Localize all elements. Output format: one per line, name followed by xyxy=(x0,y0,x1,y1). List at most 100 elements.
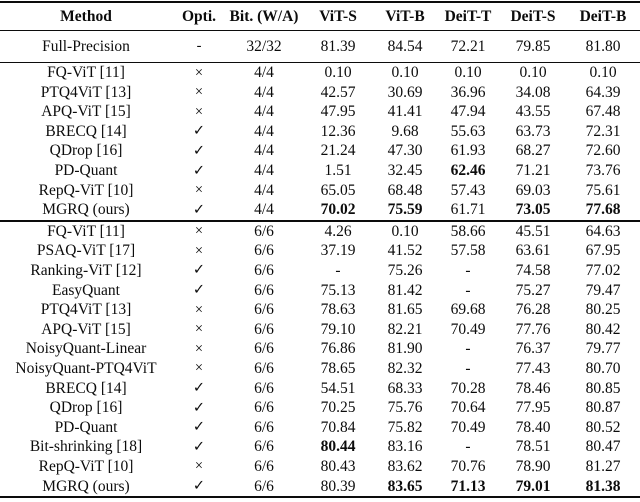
bit-cell: 6/6 xyxy=(254,281,274,299)
accuracy-cell: 81.42 xyxy=(387,281,423,299)
opti-cell: ✓ xyxy=(192,399,206,416)
method-cell: RepQ-ViT [10] xyxy=(38,457,134,475)
accuracy-cell: 12.36 xyxy=(320,122,356,140)
accuracy-cell: 70.64 xyxy=(450,399,486,417)
accuracy-cell: 78.90 xyxy=(515,457,551,475)
table-row: PD-Quant ✓ 6/6 70.84 75.82 70.49 78.40 80.52 xyxy=(0,418,640,438)
bit-cell: 6/6 xyxy=(254,242,274,260)
method-cell: PTQ4ViT [13] xyxy=(40,301,132,319)
bit-cell: 4/4 xyxy=(254,162,274,180)
accuracy-cell: 55.63 xyxy=(450,122,486,140)
bit-cell: 6/6 xyxy=(254,301,274,319)
method-cell: PSAQ-ViT [17] xyxy=(36,242,136,260)
accuracy-cell: 45.51 xyxy=(515,222,551,240)
bit-cell: 4/4 xyxy=(254,64,274,82)
accuracy-cell: 81.80 xyxy=(566,30,640,63)
accuracy-cell: 21.24 xyxy=(320,142,356,160)
accuracy-cell: 47.94 xyxy=(450,103,486,121)
accuracy-cell: 75.26 xyxy=(387,261,423,279)
method-cell: FQ-ViT [11] xyxy=(47,64,125,82)
method-cell: RepQ-ViT [10] xyxy=(38,181,134,199)
accuracy-cell: 81.65 xyxy=(387,301,423,319)
opti-cell: ✓ xyxy=(192,380,206,397)
accuracy-cell: 80.39 xyxy=(320,477,356,495)
accuracy-cell: 63.73 xyxy=(515,122,551,140)
accuracy-cell: 0.10 xyxy=(391,222,419,240)
table-row: Ranking-ViT [12] ✓ 6/6 - 75.26 - 74.58 77.02 xyxy=(0,261,640,281)
table-row: RepQ-ViT [10] × 6/6 80.43 83.62 70.76 78.90 81.… xyxy=(0,457,640,477)
table-row: PD-Quant ✓ 4/4 1.51 32.45 62.46 71.21 73.76 xyxy=(0,161,640,181)
accuracy-cell: 79.10 xyxy=(320,320,356,338)
accuracy-cell: 79.47 xyxy=(585,281,621,299)
accuracy-cell: - xyxy=(465,438,471,456)
accuracy-cell: 70.49 xyxy=(450,320,486,338)
accuracy-cell: 75.13 xyxy=(320,281,356,299)
bit-cell: 6/6 xyxy=(254,438,274,456)
opti-cell: × xyxy=(194,360,204,377)
method-cell: MGRQ (ours) xyxy=(42,477,130,495)
method-cell: Full-Precision xyxy=(0,30,172,63)
accuracy-cell: 77.95 xyxy=(515,399,551,417)
method-cell: EasyQuant xyxy=(51,281,120,299)
accuracy-cell: 0.10 xyxy=(324,64,352,82)
table-row: Full-Precision -32/32 81.39 84.54 72.21 79.85… xyxy=(0,30,640,63)
accuracy-cell: 57.58 xyxy=(450,242,486,260)
method-cell: APQ-ViT [15] xyxy=(41,320,131,338)
bit-cell: 6/6 xyxy=(254,477,274,495)
accuracy-cell: 72.60 xyxy=(585,142,621,160)
opti-cell: ✓ xyxy=(192,438,206,455)
accuracy-cell: 70.25 xyxy=(320,399,356,417)
accuracy-cell: 79.01 xyxy=(515,477,551,495)
accuracy-cell: 54.51 xyxy=(320,379,356,397)
bit-cell: 4/4 xyxy=(254,181,274,199)
accuracy-cell: 63.61 xyxy=(515,242,551,260)
opti-cell: × xyxy=(194,223,204,240)
accuracy-cell: 68.27 xyxy=(515,142,551,160)
column-header-deit-b: DeiT-B xyxy=(566,2,640,31)
opti-cell: × xyxy=(194,182,204,199)
method-cell: APQ-ViT [15] xyxy=(41,103,131,121)
bit-cell: 6/6 xyxy=(254,359,274,377)
column-header-deit-t: DeiT-T xyxy=(436,2,500,31)
accuracy-cell: 69.68 xyxy=(450,301,486,319)
accuracy-cell: 84.54 xyxy=(374,30,436,63)
accuracy-cell: 70.76 xyxy=(450,457,486,475)
bit-cell: 6/6 xyxy=(254,222,274,240)
accuracy-cell: 68.48 xyxy=(387,181,423,199)
accuracy-cell: 61.93 xyxy=(450,142,486,160)
accuracy-cell: - xyxy=(335,261,341,279)
table-row: PSAQ-ViT [17] × 6/6 37.19 41.52 57.58 63.61 67.… xyxy=(0,241,640,261)
accuracy-cell: 4.26 xyxy=(324,222,352,240)
opti-cell: × xyxy=(194,64,204,81)
accuracy-cell: 80.70 xyxy=(585,359,621,377)
accuracy-cell: 80.25 xyxy=(585,301,621,319)
accuracy-cell: 81.27 xyxy=(585,457,621,475)
accuracy-cell: 79.77 xyxy=(585,340,621,358)
accuracy-cell: 82.32 xyxy=(387,359,423,377)
accuracy-cell: 75.82 xyxy=(387,418,423,436)
accuracy-cell: 0.10 xyxy=(589,64,617,82)
opti-cell: ✓ xyxy=(172,200,226,222)
accuracy-cell: 0.10 xyxy=(519,64,547,82)
bit-cell: 4/4 xyxy=(254,142,274,160)
method-cell: Ranking-ViT [12] xyxy=(30,261,142,279)
accuracy-cell: 78.65 xyxy=(320,359,356,377)
accuracy-cell: 74.58 xyxy=(515,261,551,279)
accuracy-cell: 78.63 xyxy=(320,301,356,319)
bit-cell: 6/6 xyxy=(254,379,274,397)
bit-cell: 32/32 xyxy=(226,30,302,63)
opti-cell: × xyxy=(194,242,204,259)
accuracy-cell: 62.46 xyxy=(450,162,486,180)
accuracy-cell: 37.19 xyxy=(320,242,356,260)
accuracy-cell: 80.47 xyxy=(585,438,621,456)
accuracy-cell: 32.45 xyxy=(387,162,423,180)
column-header-vit-s: ViT-S xyxy=(302,2,374,31)
table-row: BRECQ [14] ✓ 4/4 12.36 9.68 55.63 63.73 72.31 xyxy=(0,122,640,142)
bit-cell: 4/4 xyxy=(254,103,274,121)
accuracy-cell: 42.57 xyxy=(320,83,356,101)
accuracy-cell: 47.30 xyxy=(387,142,423,160)
accuracy-cell: 41.52 xyxy=(387,242,423,260)
accuracy-cell: 64.39 xyxy=(585,83,621,101)
accuracy-cell: 78.40 xyxy=(515,418,551,436)
